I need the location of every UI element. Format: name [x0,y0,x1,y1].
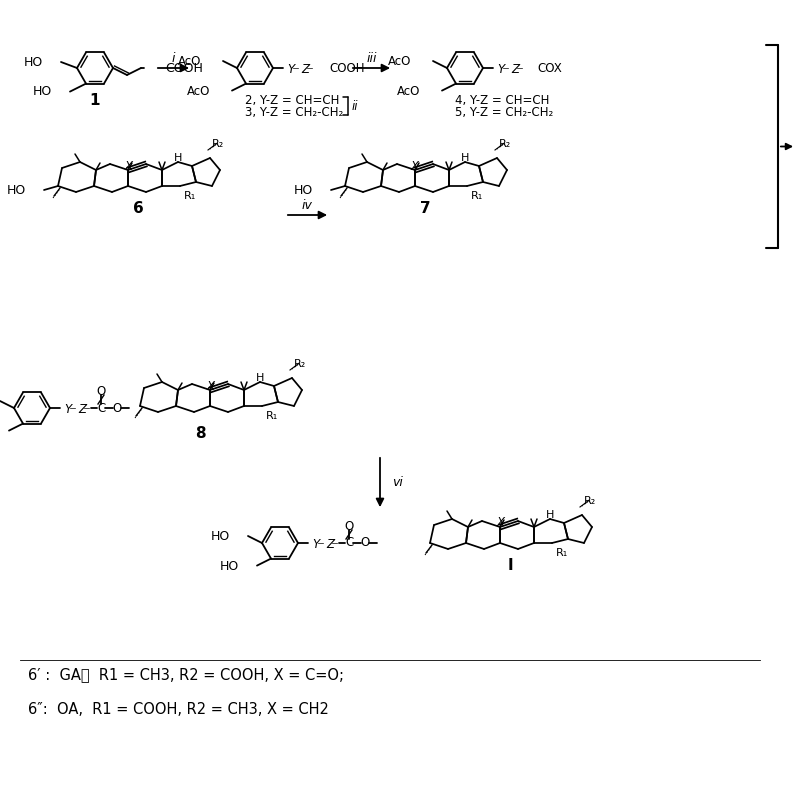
Text: X: X [496,516,504,529]
Text: O: O [112,402,122,414]
Text: Y: Y [64,402,71,415]
Text: R₂: R₂ [499,139,511,149]
Text: AcO: AcO [186,85,210,98]
Text: iii: iii [366,52,377,65]
Text: Z: Z [78,402,86,415]
Text: COOH: COOH [329,61,365,74]
Text: AcO: AcO [178,54,201,68]
Text: C: C [345,536,353,549]
Text: 1: 1 [90,92,100,108]
Text: X: X [206,379,214,392]
Text: H: H [174,153,182,163]
Text: H: H [256,373,264,383]
Text: R₁: R₁ [471,191,483,201]
Text: X: X [124,159,132,172]
Text: 8: 8 [194,426,206,441]
Text: 6′ :  GA，  R1 = CH3, R2 = COOH, X = C=O;: 6′ : GA， R1 = CH3, R2 = COOH, X = C=O; [28,668,344,682]
Text: HO: HO [24,56,43,69]
Text: O: O [360,536,370,549]
Text: HO: HO [220,560,239,573]
Text: R₁: R₁ [184,191,196,201]
Text: 4, Y-Z = CH=CH: 4, Y-Z = CH=CH [455,93,550,107]
Text: ii: ii [352,100,358,112]
Text: H: H [546,510,554,520]
Text: AcO: AcO [397,85,420,98]
Text: R₁: R₁ [266,411,278,421]
Text: O: O [96,384,106,398]
Text: vi: vi [392,476,403,489]
Text: i: i [172,52,175,65]
Text: O: O [344,520,354,532]
Text: HO: HO [33,85,52,98]
Text: iv: iv [302,198,313,211]
Text: COX: COX [537,61,562,74]
Text: Y: Y [497,62,504,76]
Text: 5, Y-Z = CH₂-CH₂: 5, Y-Z = CH₂-CH₂ [455,105,554,119]
Text: 3, Y-Z = CH₂-CH₂: 3, Y-Z = CH₂-CH₂ [245,105,343,119]
Text: X: X [411,159,419,172]
Text: HO: HO [6,183,26,197]
Text: HO: HO [294,183,313,197]
Text: R₁: R₁ [556,548,568,558]
Text: 7: 7 [420,201,430,215]
Text: R₂: R₂ [212,139,224,149]
Text: I: I [507,557,513,572]
Text: Z: Z [326,537,334,551]
Text: R₂: R₂ [294,359,306,369]
Text: HO: HO [210,529,230,543]
Text: 6: 6 [133,201,143,215]
Text: 6″:  OA,  R1 = COOH, R2 = CH3, X = CH2: 6″: OA, R1 = COOH, R2 = CH3, X = CH2 [28,702,329,717]
Text: Y: Y [287,62,294,76]
Text: C: C [97,402,105,414]
Text: H: H [461,153,469,163]
Text: AcO: AcO [388,54,411,68]
Text: R₂: R₂ [584,496,596,506]
Text: 2, Y-Z = CH=CH: 2, Y-Z = CH=CH [245,93,339,107]
Text: Z: Z [511,62,519,76]
Text: Z: Z [301,62,309,76]
Text: COOH: COOH [165,61,203,74]
Text: Y: Y [312,537,319,551]
